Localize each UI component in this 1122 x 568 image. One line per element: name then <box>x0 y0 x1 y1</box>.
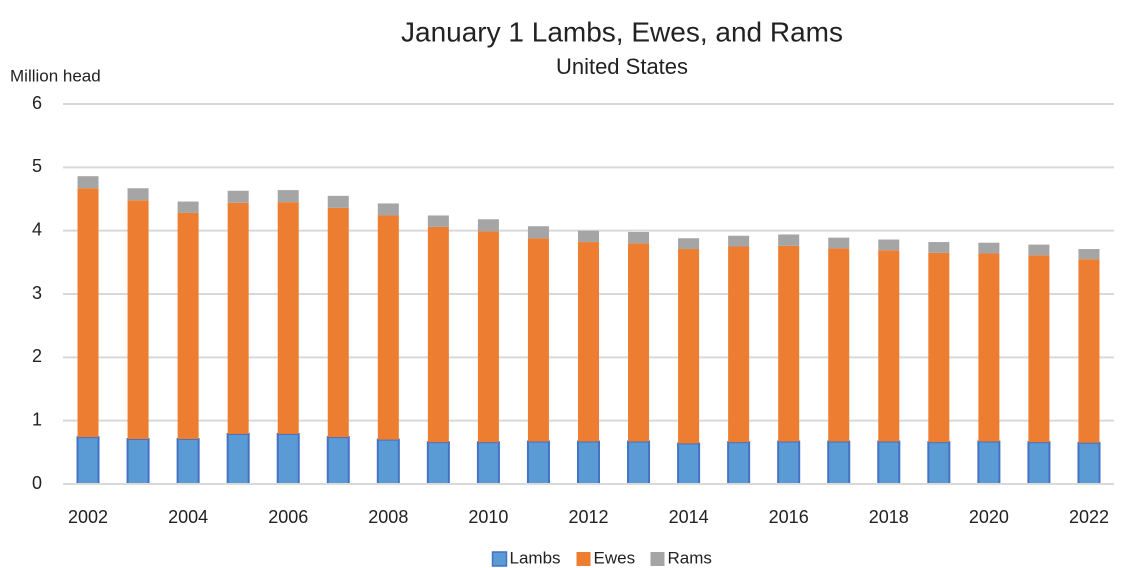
bar-segment <box>1078 249 1100 260</box>
bar-segment <box>1078 259 1100 443</box>
bar-segment <box>177 212 199 440</box>
y-tick-label: 1 <box>32 409 42 429</box>
bar-segment <box>978 242 1000 254</box>
bar-segment <box>176 438 200 485</box>
bar-segment <box>977 440 1001 486</box>
bar-segment <box>276 432 300 486</box>
bar-segment <box>1028 244 1050 256</box>
bar-segment <box>728 246 750 443</box>
bar-segment <box>77 176 99 189</box>
x-tick-label: 2020 <box>969 507 1009 527</box>
bar-segment <box>727 441 751 486</box>
bar-segment <box>227 190 249 203</box>
bar-segment <box>627 440 651 486</box>
bar-segment <box>927 441 951 486</box>
bar-segment <box>978 253 1000 442</box>
y-tick-label: 5 <box>32 156 42 176</box>
bar-segment <box>778 245 800 442</box>
legend-label: Lambs <box>510 548 561 567</box>
bar-segment <box>928 252 950 443</box>
bar-segment <box>277 190 299 203</box>
bar-segment <box>828 248 850 442</box>
bar-segment <box>928 242 950 253</box>
bar-segment <box>376 438 400 485</box>
bar-segment <box>628 231 650 244</box>
bar-segment <box>678 238 700 250</box>
bar-segment <box>1028 255 1050 443</box>
bar-segment <box>426 441 450 486</box>
bar-segment <box>76 436 100 485</box>
x-tick-label: 2018 <box>869 507 909 527</box>
bar-segment <box>127 200 149 440</box>
bar-segment <box>326 436 350 485</box>
bar-segment <box>327 195 349 208</box>
x-tick-label: 2014 <box>669 507 709 527</box>
bar-segment <box>126 438 150 485</box>
y-axis-label: Million head <box>10 66 101 85</box>
legend-swatch <box>491 551 508 567</box>
bar-segment <box>77 188 99 438</box>
bar-segment <box>878 250 900 442</box>
bar-segment <box>377 215 399 440</box>
bar-segment <box>1077 441 1101 486</box>
bar-segment <box>277 202 299 434</box>
x-tick-label: 2002 <box>68 507 108 527</box>
bar-segment <box>827 440 851 486</box>
x-tick-label: 2016 <box>769 507 809 527</box>
bar-segment <box>377 203 399 216</box>
chart-subtitle: United States <box>556 54 688 79</box>
bar-segment <box>477 231 499 443</box>
y-tick-label: 4 <box>32 219 42 239</box>
bar-segment <box>227 202 249 434</box>
bar-segment <box>577 242 600 442</box>
legend-label: Ewes <box>594 548 636 567</box>
y-tick-label: 3 <box>32 283 42 303</box>
x-tick-label: 2006 <box>268 507 308 527</box>
bar-segment <box>728 235 750 247</box>
bar-segment <box>427 226 449 443</box>
bar-segment <box>427 215 449 227</box>
bar-segment <box>678 249 700 444</box>
y-tick-label: 6 <box>32 93 42 113</box>
bar-segment <box>226 432 250 486</box>
bar-segment <box>477 219 499 232</box>
bar-segment <box>327 207 349 438</box>
bar-segment <box>527 238 549 442</box>
bar-segment <box>177 201 199 213</box>
bar-segment <box>828 237 850 249</box>
x-tick-label: 2012 <box>568 507 608 527</box>
bar-segment <box>878 239 900 251</box>
x-tick-label: 2022 <box>1069 507 1109 527</box>
legend-swatch <box>650 552 665 566</box>
x-tick-label: 2010 <box>468 507 508 527</box>
legend-label: Rams <box>668 548 712 567</box>
legend-swatch <box>576 552 591 566</box>
bar-segment <box>1027 441 1051 486</box>
y-tick-label: 2 <box>32 346 42 366</box>
bar-segment <box>778 234 800 246</box>
x-tick-label: 2004 <box>168 507 208 527</box>
bar-segment <box>777 440 801 486</box>
bar-segment <box>526 440 550 486</box>
bar-segment <box>527 226 549 239</box>
chart-title: January 1 Lambs, Ewes, and Rams <box>401 16 843 47</box>
bar-segment <box>127 188 149 201</box>
bar-segment <box>576 440 601 486</box>
bar-segment <box>476 441 500 486</box>
bar-segment <box>628 243 650 442</box>
x-tick-label: 2008 <box>368 507 408 527</box>
bar-segment <box>877 440 901 486</box>
bar-segment <box>577 230 600 243</box>
y-tick-label: 0 <box>32 473 42 493</box>
bar-segment <box>677 442 701 486</box>
